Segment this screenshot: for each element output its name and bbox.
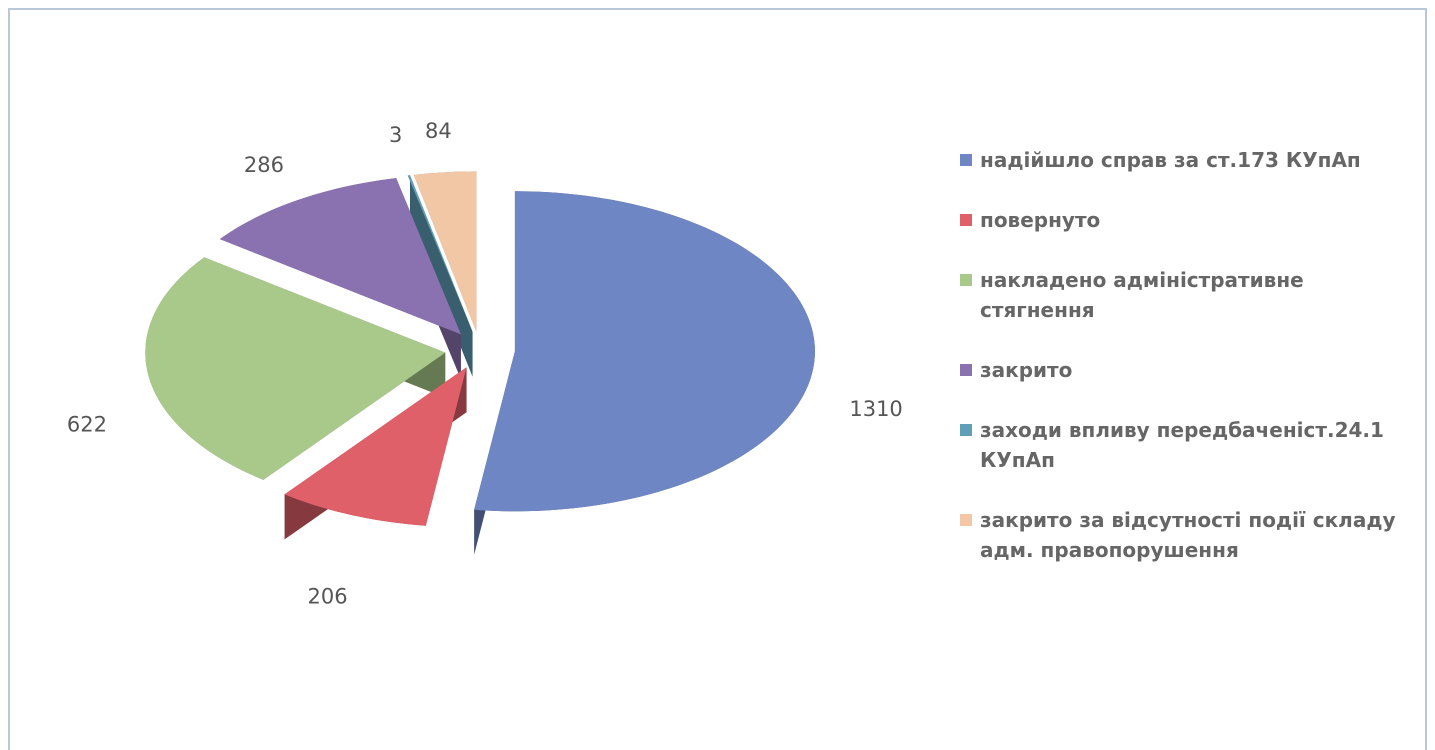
slice-top <box>407 175 473 332</box>
data-label: 286 <box>244 153 284 177</box>
pie-slice <box>145 257 446 525</box>
pie-slice <box>474 191 815 557</box>
slice-top <box>284 367 467 526</box>
slice-top <box>413 171 477 332</box>
legend-item: заходи впливу передбаченіст.24.1 КУпАп <box>960 415 1400 475</box>
pie-slice <box>284 367 467 571</box>
data-label: 3 <box>389 123 402 147</box>
legend-swatch <box>960 514 972 526</box>
data-label: 622 <box>67 413 107 437</box>
legend-item: накладено адміністративне стягнення <box>960 265 1400 325</box>
legend-swatch <box>960 154 972 166</box>
legend-swatch <box>960 214 972 226</box>
legend-label: повернуто <box>980 208 1101 232</box>
legend-swatch <box>960 424 972 436</box>
legend-label: накладено адміністративне стягнення <box>980 268 1304 322</box>
legend-swatch <box>960 364 972 376</box>
legend-item: закрито за відсутності події складу адм.… <box>960 505 1400 565</box>
frame <box>8 8 1427 750</box>
legend-item: закрито <box>960 355 1400 385</box>
legend-item: надійшло справ за ст.173 КУпАп <box>960 145 1400 175</box>
slice-top <box>145 257 446 480</box>
legend-swatch <box>960 274 972 286</box>
chart: 1310 206 622 286 3 84 <box>67 119 903 608</box>
legend-label: закрито <box>980 358 1073 382</box>
pie-slice <box>413 171 477 377</box>
data-label: 1310 <box>849 397 902 421</box>
data-label: 84 <box>425 119 452 143</box>
legend-label: надійшло справ за ст.173 КУпАп <box>980 148 1361 172</box>
legend-label: закрито за відсутності події складу адм.… <box>980 508 1396 562</box>
slice-top <box>219 178 461 335</box>
slice-top <box>474 191 815 512</box>
pie-slice <box>219 178 461 380</box>
legend-label: заходи впливу передбаченіст.24.1 КУпАп <box>980 418 1384 472</box>
legend: надійшло справ за ст.173 КУпАп повернуто н… <box>960 145 1400 595</box>
legend-item: повернуто <box>960 205 1400 235</box>
data-label: 206 <box>308 584 348 608</box>
